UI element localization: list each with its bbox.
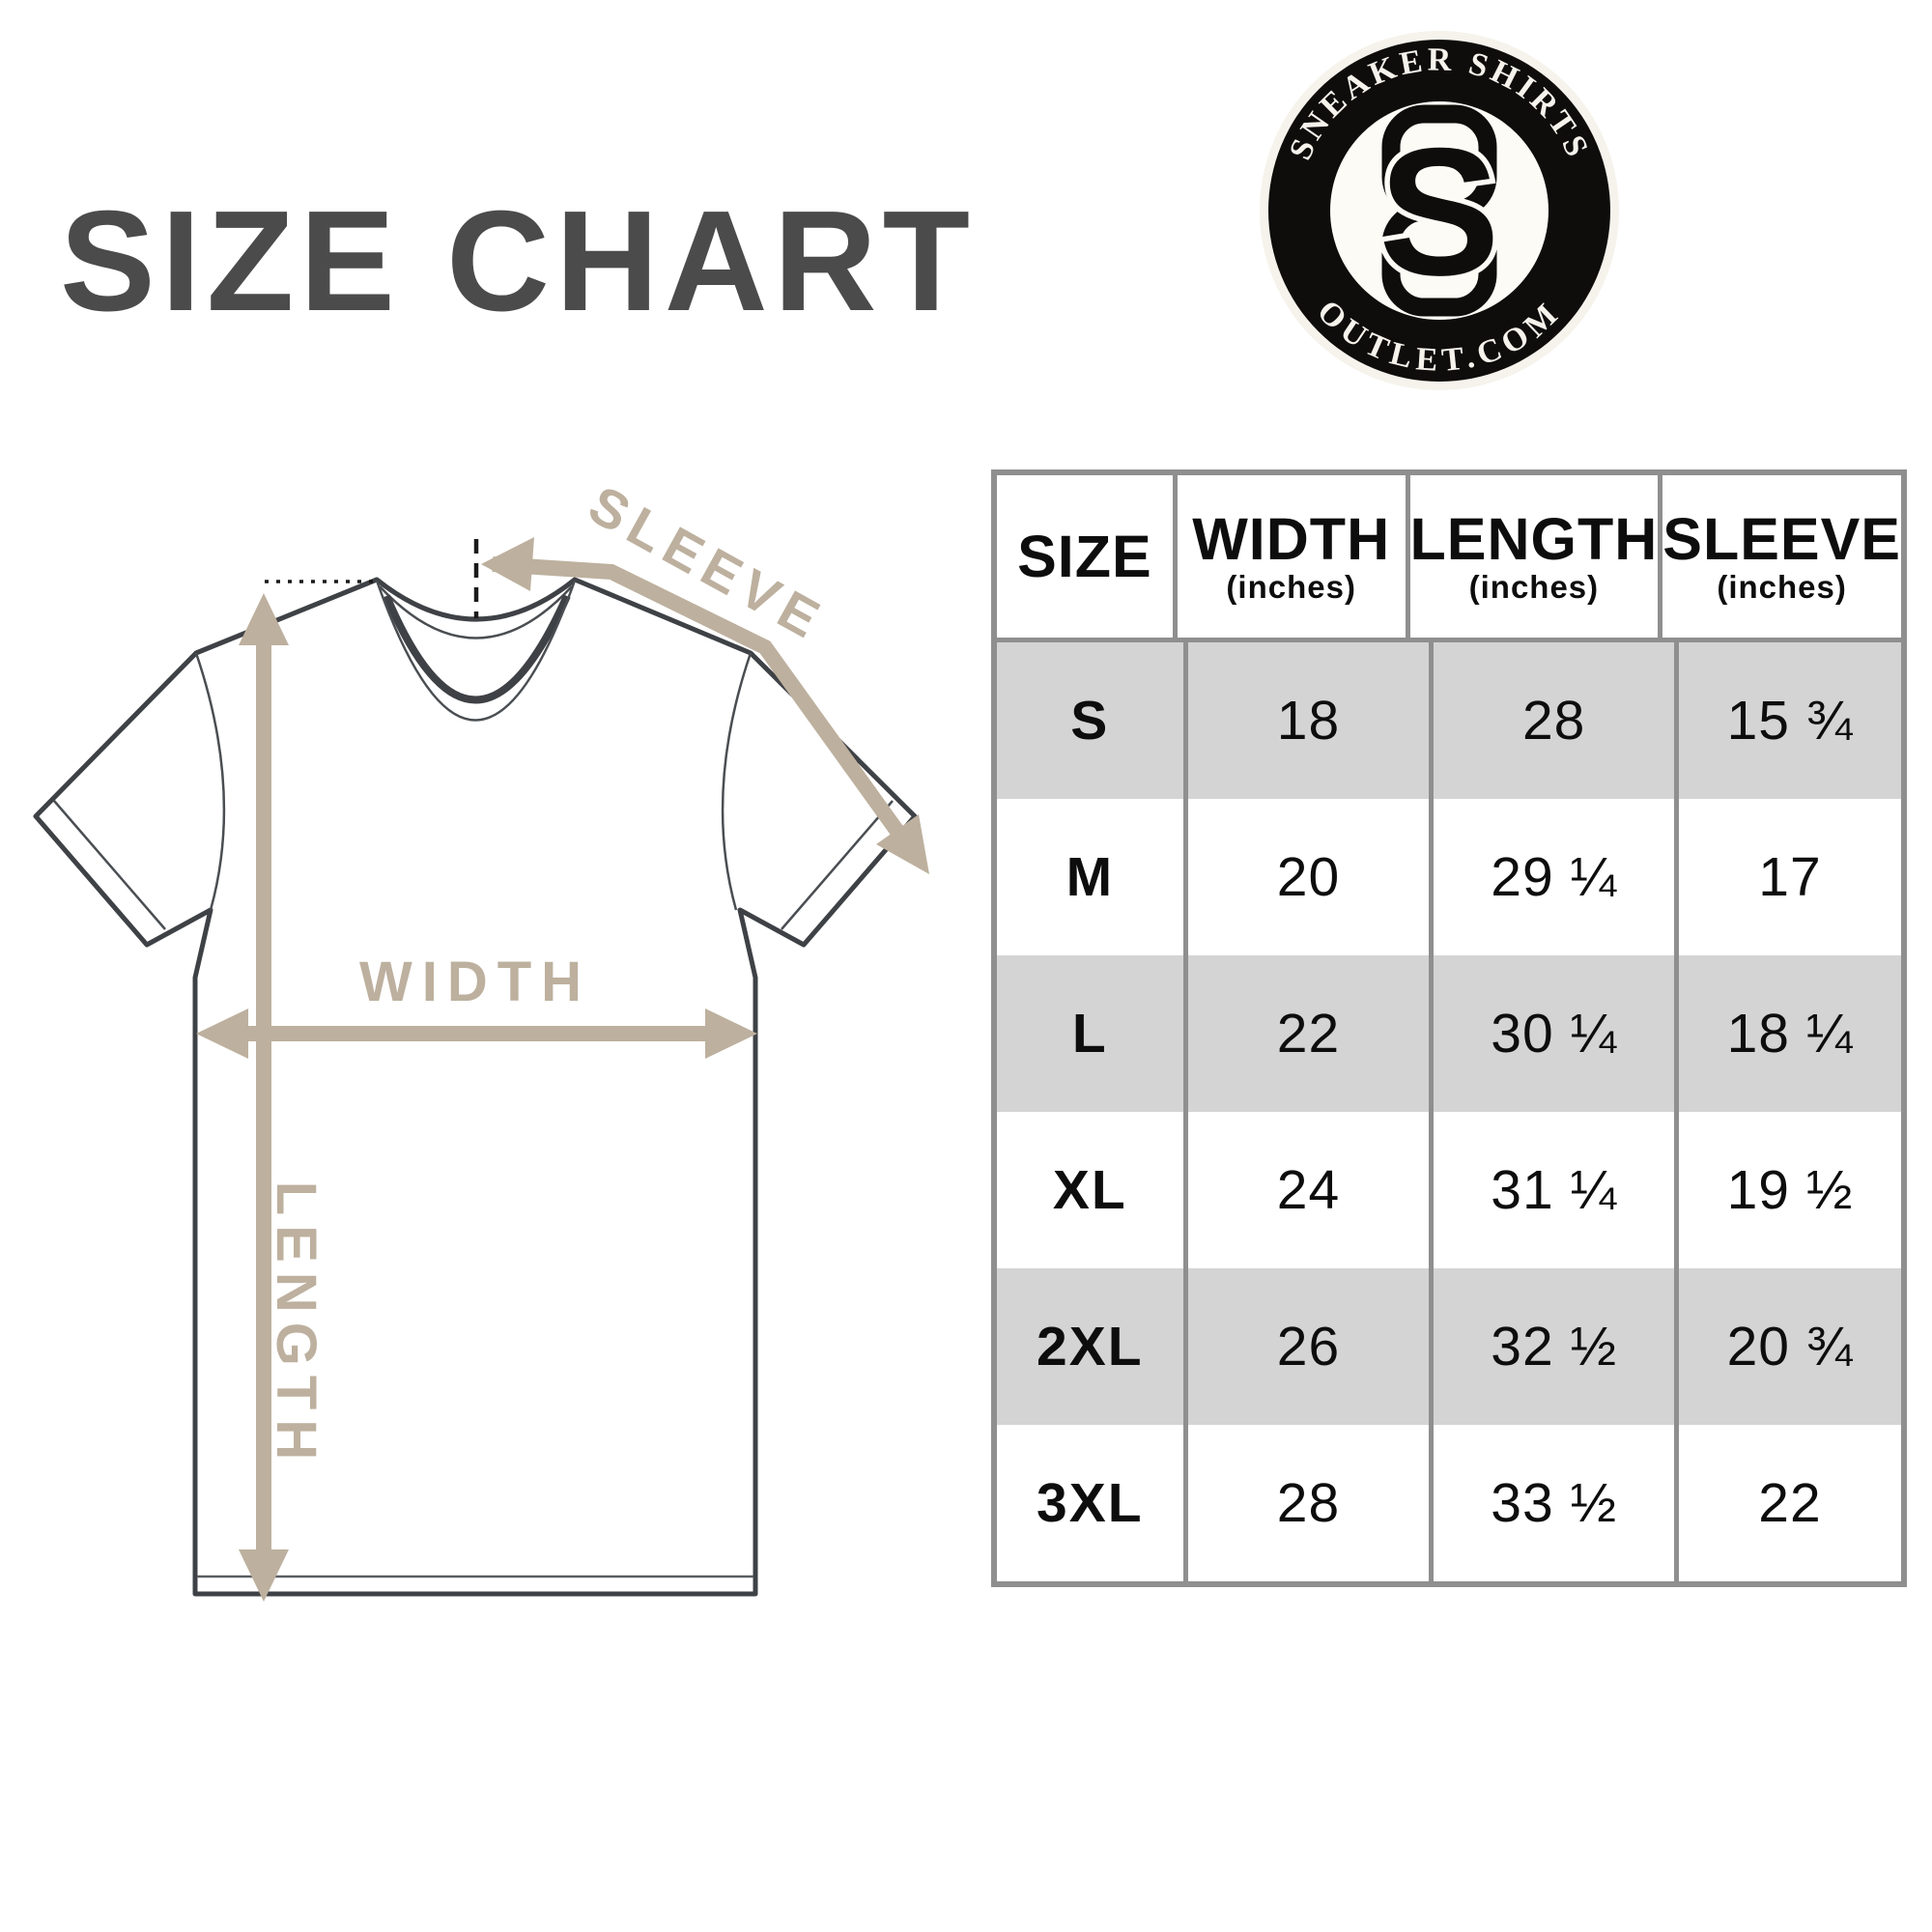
sleeve-arrow (481, 537, 929, 874)
cell-size: L (997, 955, 1183, 1112)
cell-sleeve: 20 ¾ (1678, 1268, 1901, 1425)
size-table: SIZE WIDTH (inches) LENGTH (inches) SLEE… (991, 469, 1907, 1587)
table-header-row: SIZE WIDTH (inches) LENGTH (inches) SLEE… (997, 475, 1901, 642)
tshirt-diagram-svg: WIDTH LENGTH SLEEVE (33, 473, 929, 1602)
cell-length: 31 ¼ (1434, 1112, 1674, 1268)
cell-size: 3XL (997, 1425, 1183, 1581)
cell-sleeve: 17 (1678, 799, 1901, 955)
tshirt-outline (33, 577, 918, 1597)
cell-width: 22 (1187, 955, 1430, 1112)
cell-sleeve: 18 ¼ (1678, 955, 1901, 1112)
cell-length: 30 ¼ (1434, 955, 1674, 1112)
cell-length: 29 ¼ (1434, 799, 1674, 955)
table-row: XL 24 31 ¼ 19 ½ (997, 1112, 1901, 1268)
table-row: S 18 28 15 ¾ (997, 642, 1901, 799)
logo-monogram: S (1374, 104, 1505, 319)
cell-width: 20 (1187, 799, 1430, 955)
header-width: WIDTH (inches) (1177, 475, 1406, 638)
cell-width: 26 (1187, 1268, 1430, 1425)
page-title: SIZE CHART (60, 182, 976, 341)
measure-guides (265, 539, 479, 618)
header-size: SIZE (997, 475, 1173, 638)
length-arrow (239, 593, 289, 1602)
table-row: L 22 30 ¼ 18 ¼ (997, 955, 1901, 1112)
width-label: WIDTH (359, 951, 591, 1013)
cell-length: 33 ½ (1434, 1425, 1674, 1581)
cell-size: 2XL (997, 1268, 1183, 1425)
length-label: LENGTH (265, 1181, 327, 1469)
cell-sleeve: 19 ½ (1678, 1112, 1901, 1268)
cell-sleeve: 22 (1678, 1425, 1901, 1581)
tshirt-diagram: WIDTH LENGTH SLEEVE (0, 464, 976, 1642)
brand-logo-icon: SNEAKER SHIRTS OUTLET.COM S (1260, 31, 1619, 390)
brand-logo: SNEAKER SHIRTS OUTLET.COM S (1256, 27, 1623, 394)
cell-width: 28 (1187, 1425, 1430, 1581)
cell-size: S (997, 642, 1183, 799)
header-length: LENGTH (inches) (1409, 475, 1659, 638)
cell-width: 24 (1187, 1112, 1430, 1268)
table-row: M 20 29 ¼ 17 (997, 799, 1901, 955)
table-row: 3XL 28 33 ½ 22 (997, 1425, 1901, 1581)
cell-length: 28 (1434, 642, 1674, 799)
cell-width: 18 (1187, 642, 1430, 799)
cell-size: XL (997, 1112, 1183, 1268)
cell-sleeve: 15 ¾ (1678, 642, 1901, 799)
header-sleeve: SLEEVE (inches) (1662, 475, 1901, 638)
cell-length: 32 ½ (1434, 1268, 1674, 1425)
monogram-s: S (1378, 110, 1499, 313)
width-arrow (196, 1009, 757, 1059)
cell-size: M (997, 799, 1183, 955)
table-row: 2XL 26 32 ½ 20 ¾ (997, 1268, 1901, 1425)
size-table-body: S 18 28 15 ¾ M 20 29 ¼ 17 L 22 30 ¼ 18 ¼ XL 24 31 ¼ 19 … (997, 642, 1901, 1581)
